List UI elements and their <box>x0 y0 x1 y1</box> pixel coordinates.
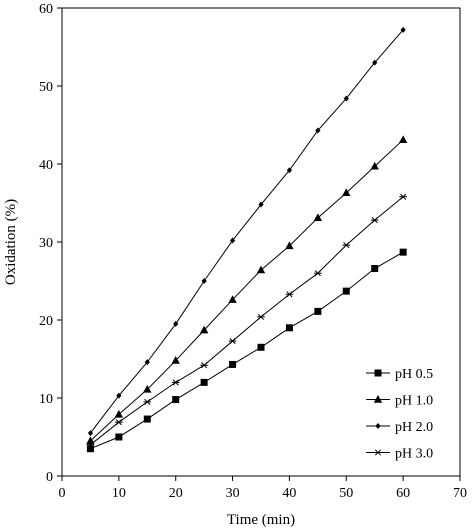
data-point <box>286 167 293 174</box>
data-point <box>143 398 152 405</box>
data-point <box>314 307 322 315</box>
data-point <box>285 241 294 250</box>
data-point <box>201 278 207 284</box>
data-point <box>258 201 264 208</box>
legend-marker <box>374 449 382 456</box>
y-axis-title: Oxidation (%) <box>3 199 19 285</box>
data-point <box>314 270 322 277</box>
data-point <box>313 213 323 222</box>
legend-entry: pH 0.5 <box>366 367 433 382</box>
series-ph-1-0 <box>86 135 408 445</box>
data-point <box>143 415 151 423</box>
y-tick-label: 60 <box>39 2 53 17</box>
data-point <box>171 356 180 364</box>
data-point <box>398 135 408 144</box>
data-point <box>257 343 265 351</box>
series-ph-3-0 <box>86 193 407 448</box>
y-tick-label: 40 <box>39 158 53 173</box>
data-point <box>229 237 236 244</box>
legend-label: pH 0.5 <box>395 367 433 382</box>
data-point <box>86 445 94 453</box>
data-point <box>399 248 407 256</box>
data-point <box>370 217 379 224</box>
data-point <box>315 127 321 134</box>
series-line <box>90 139 404 442</box>
legend: pH 0.5 pH 1.0 pH 2.0 pH 3.0 <box>366 367 433 462</box>
series-layer <box>86 26 408 453</box>
data-point <box>285 324 293 332</box>
data-point <box>200 362 208 369</box>
data-point <box>342 242 351 249</box>
x-tick-label: 70 <box>453 486 467 501</box>
x-tick-label: 30 <box>226 486 240 501</box>
x-tick-label: 10 <box>112 486 126 501</box>
data-point <box>342 188 351 197</box>
data-point <box>371 265 379 273</box>
y-tick-label: 50 <box>39 80 53 95</box>
data-point <box>200 378 208 386</box>
y-tick-label: 30 <box>39 236 53 251</box>
x-tick-label: 40 <box>282 486 296 501</box>
legend-marker <box>375 423 381 429</box>
data-point <box>285 291 294 298</box>
axes: 0 10 20 30 40 50 60 70 0 10 20 30 40 50 60 <box>39 2 467 501</box>
legend-marker <box>373 395 383 403</box>
legend-entry: pH 1.0 <box>366 394 433 409</box>
legend-label: pH 1.0 <box>395 394 433 409</box>
data-point <box>172 396 180 404</box>
legend-label: pH 3.0 <box>395 447 433 462</box>
series-ph-2-0 <box>87 26 406 437</box>
x-axis-title: Time (min) <box>227 512 295 528</box>
x-tick-label: 20 <box>169 486 183 501</box>
series-line <box>90 29 404 434</box>
data-point <box>199 325 209 334</box>
data-point <box>144 359 150 366</box>
data-point <box>116 392 122 399</box>
y-tick-label: 10 <box>39 392 53 407</box>
legend-label: pH 2.0 <box>395 420 433 435</box>
data-point <box>256 265 266 274</box>
series-ph-0-5 <box>86 248 407 453</box>
x-tick-label: 50 <box>339 486 353 501</box>
data-point <box>86 441 95 448</box>
data-point <box>229 360 237 368</box>
data-point <box>114 409 124 418</box>
y-tick-label: 20 <box>39 314 53 329</box>
data-point <box>370 161 379 170</box>
data-point <box>87 430 94 437</box>
series-line <box>90 196 404 446</box>
data-point <box>342 287 350 295</box>
x-tick-label: 0 <box>59 486 66 501</box>
data-point <box>399 193 407 200</box>
data-point <box>228 295 237 303</box>
x-tick-label: 60 <box>396 486 410 501</box>
legend-entry: pH 3.0 <box>366 447 433 462</box>
data-point <box>171 379 180 386</box>
legend-entry: pH 2.0 <box>366 420 433 435</box>
data-point <box>115 433 123 441</box>
data-point <box>372 59 378 66</box>
data-point <box>228 338 237 345</box>
y-tick-label: 0 <box>46 470 53 485</box>
data-point <box>343 95 349 102</box>
legend-marker <box>374 369 382 377</box>
data-point <box>143 384 152 393</box>
data-point <box>115 419 123 426</box>
data-point <box>400 26 406 33</box>
data-point <box>173 320 179 327</box>
data-point <box>257 313 265 320</box>
series-line <box>90 251 404 450</box>
